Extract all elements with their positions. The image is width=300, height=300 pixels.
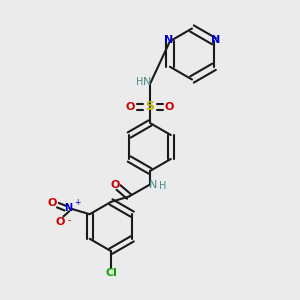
Text: Cl: Cl [105, 268, 117, 278]
Text: O: O [56, 217, 65, 227]
Text: O: O [165, 101, 174, 112]
Text: O: O [48, 198, 57, 208]
Text: H: H [136, 76, 143, 87]
Text: N: N [164, 35, 173, 45]
Text: H: H [159, 181, 166, 191]
Text: N: N [64, 202, 73, 213]
Text: N: N [149, 179, 157, 190]
Text: O: O [110, 180, 120, 190]
Text: O: O [126, 101, 135, 112]
Text: -: - [67, 214, 71, 225]
Text: N: N [143, 76, 151, 87]
Text: +: + [74, 198, 80, 207]
Text: N: N [211, 35, 220, 45]
Text: S: S [146, 100, 154, 113]
